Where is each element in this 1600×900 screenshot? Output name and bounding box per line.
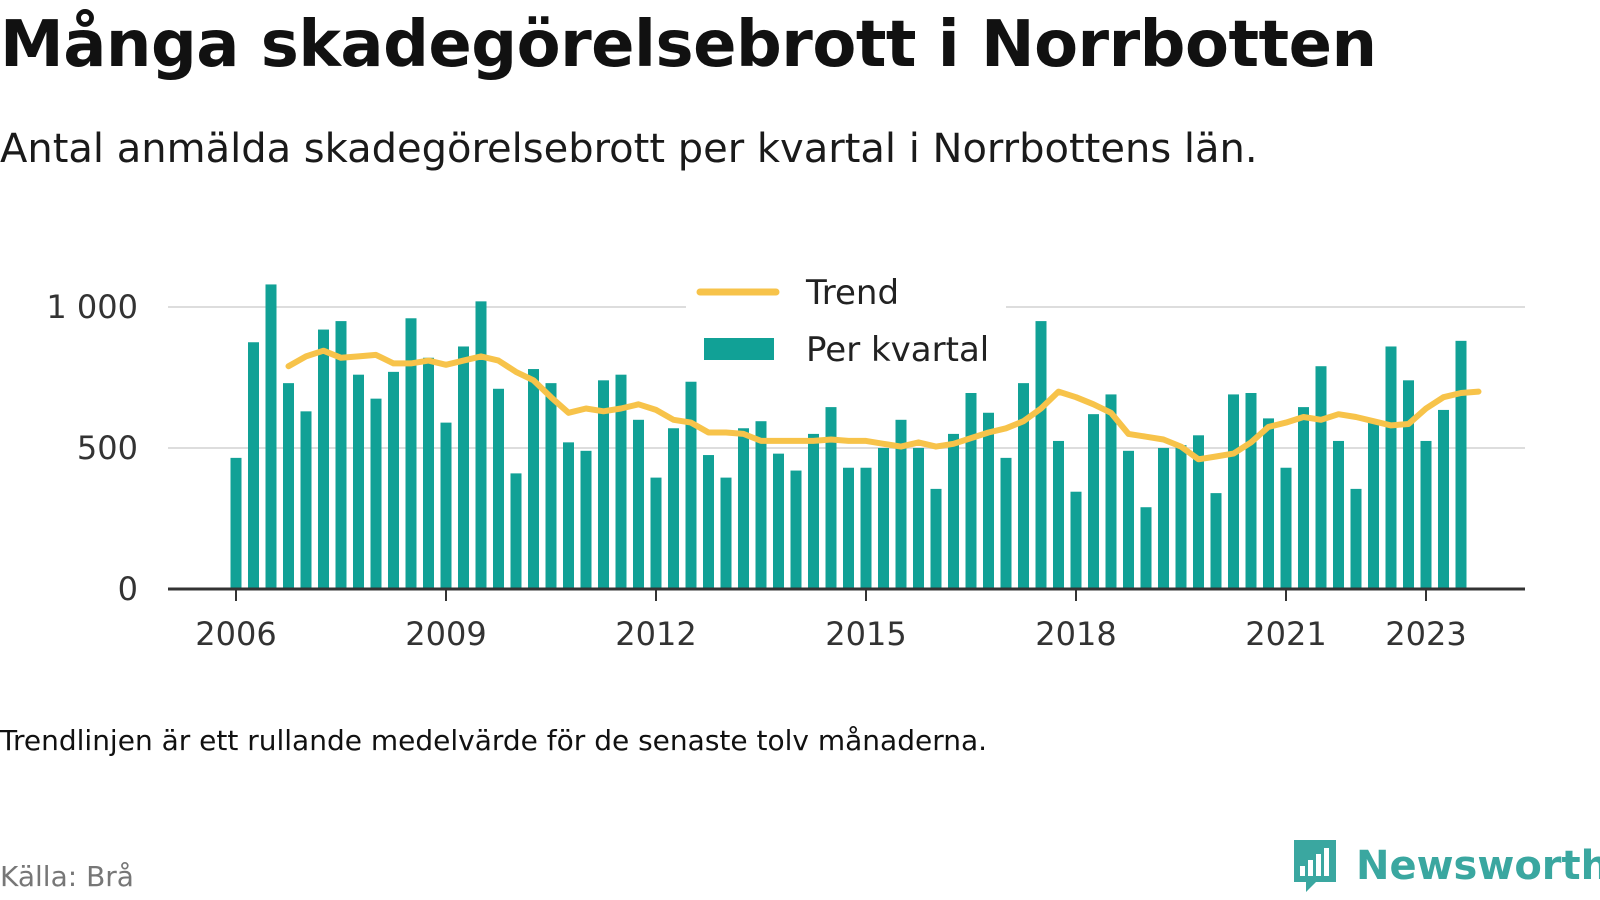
bar [1438,409,1449,589]
bar [475,301,487,589]
bar [930,488,942,589]
x-tick-label: 2021 [1245,615,1326,653]
bar [983,412,994,589]
y-axis-ticks: 0 500 1 000 [46,288,138,608]
bar-line-chart: 0 500 1 000 2006 2009 2012 2015 2018 2021 2023 T… [46,268,1525,653]
newsworthy-logo-icon [1294,840,1336,892]
legend-label-trend: Trend [805,273,899,313]
chart-title: Många skadegörelsebrott i Norrbotten [0,8,1377,82]
bar [1420,440,1432,589]
bar [755,421,767,589]
bar [1280,467,1292,589]
bar [370,398,382,589]
bar [528,369,539,589]
bar [773,453,784,589]
bar [685,381,697,589]
bar [283,383,294,589]
bar [913,448,924,589]
brand-logo[interactable]: Newsworthy [1290,838,1600,894]
x-tick-label: 2018 [1035,615,1116,653]
bar [1403,380,1414,589]
bar [790,470,802,589]
trend-line [285,347,1482,463]
bar [1245,393,1257,589]
bar [580,450,592,589]
bar [545,383,557,589]
bar [1263,418,1274,589]
bar [230,457,242,589]
bar [1350,488,1362,589]
legend: Trend Per kvartal [686,268,1006,374]
bar [440,422,452,589]
bar [668,428,679,589]
bar [703,455,714,589]
bar [720,477,732,589]
bar [1018,383,1029,589]
bar [1123,450,1134,589]
bar [1315,366,1327,589]
bar [388,371,399,589]
bar [1070,491,1082,589]
bar [1140,507,1152,589]
bar [1385,346,1397,589]
bar [1333,440,1344,589]
bar [825,407,837,589]
bar [493,388,504,589]
bar [738,428,749,589]
bar [1000,457,1012,589]
x-tick-label: 2015 [825,615,906,653]
bar [878,448,889,589]
bar [1158,448,1169,589]
bar [1228,394,1239,589]
bar [510,473,522,589]
x-tick-label: 2006 [195,615,276,653]
bar [598,380,609,589]
bar [318,329,329,589]
bar-series-per-kvartal [230,284,1467,589]
bar [895,419,907,589]
bar [265,284,277,589]
y-tick-label: 500 [77,429,138,467]
y-tick-label: 0 [118,570,138,608]
chart-subtitle: Antal anmälda skadegörelsebrott per kvar… [0,126,1258,172]
footnote: Trendlinjen är ett rullande medelvärde f… [0,724,988,757]
x-tick-label: 2023 [1385,615,1466,653]
x-axis-ticks: 2006 2009 2012 2015 2018 2021 2023 [195,589,1467,653]
legend-swatch-per-kvartal [704,338,774,360]
bar [1210,493,1222,589]
bar [335,321,347,589]
bar [860,467,872,589]
bar [1455,340,1467,589]
bar [405,318,417,589]
legend-label-per-kvartal: Per kvartal [806,330,989,370]
bar [1175,445,1187,589]
bar [965,393,977,589]
bar [948,433,959,589]
bar [615,374,627,589]
bar [650,477,662,589]
bar [808,433,819,589]
bar [1053,440,1064,589]
bar [458,346,469,589]
bar [843,467,854,589]
bar [1298,407,1309,589]
bar [300,411,312,589]
x-tick-label: 2009 [405,615,486,653]
bar [1105,394,1117,589]
bar [1368,422,1379,589]
bar [248,342,259,589]
bar [423,357,434,589]
brand-name: Newsworthy [1356,843,1600,889]
line-series-trend [285,347,1482,463]
bar [1035,321,1047,589]
bar [353,374,364,589]
bar [1193,435,1204,589]
bar [633,419,644,589]
source-note: Källa: Brå [0,860,134,893]
y-tick-label: 1 000 [46,288,138,326]
bar [1088,414,1099,589]
x-tick-label: 2012 [615,615,696,653]
bar [563,442,574,589]
